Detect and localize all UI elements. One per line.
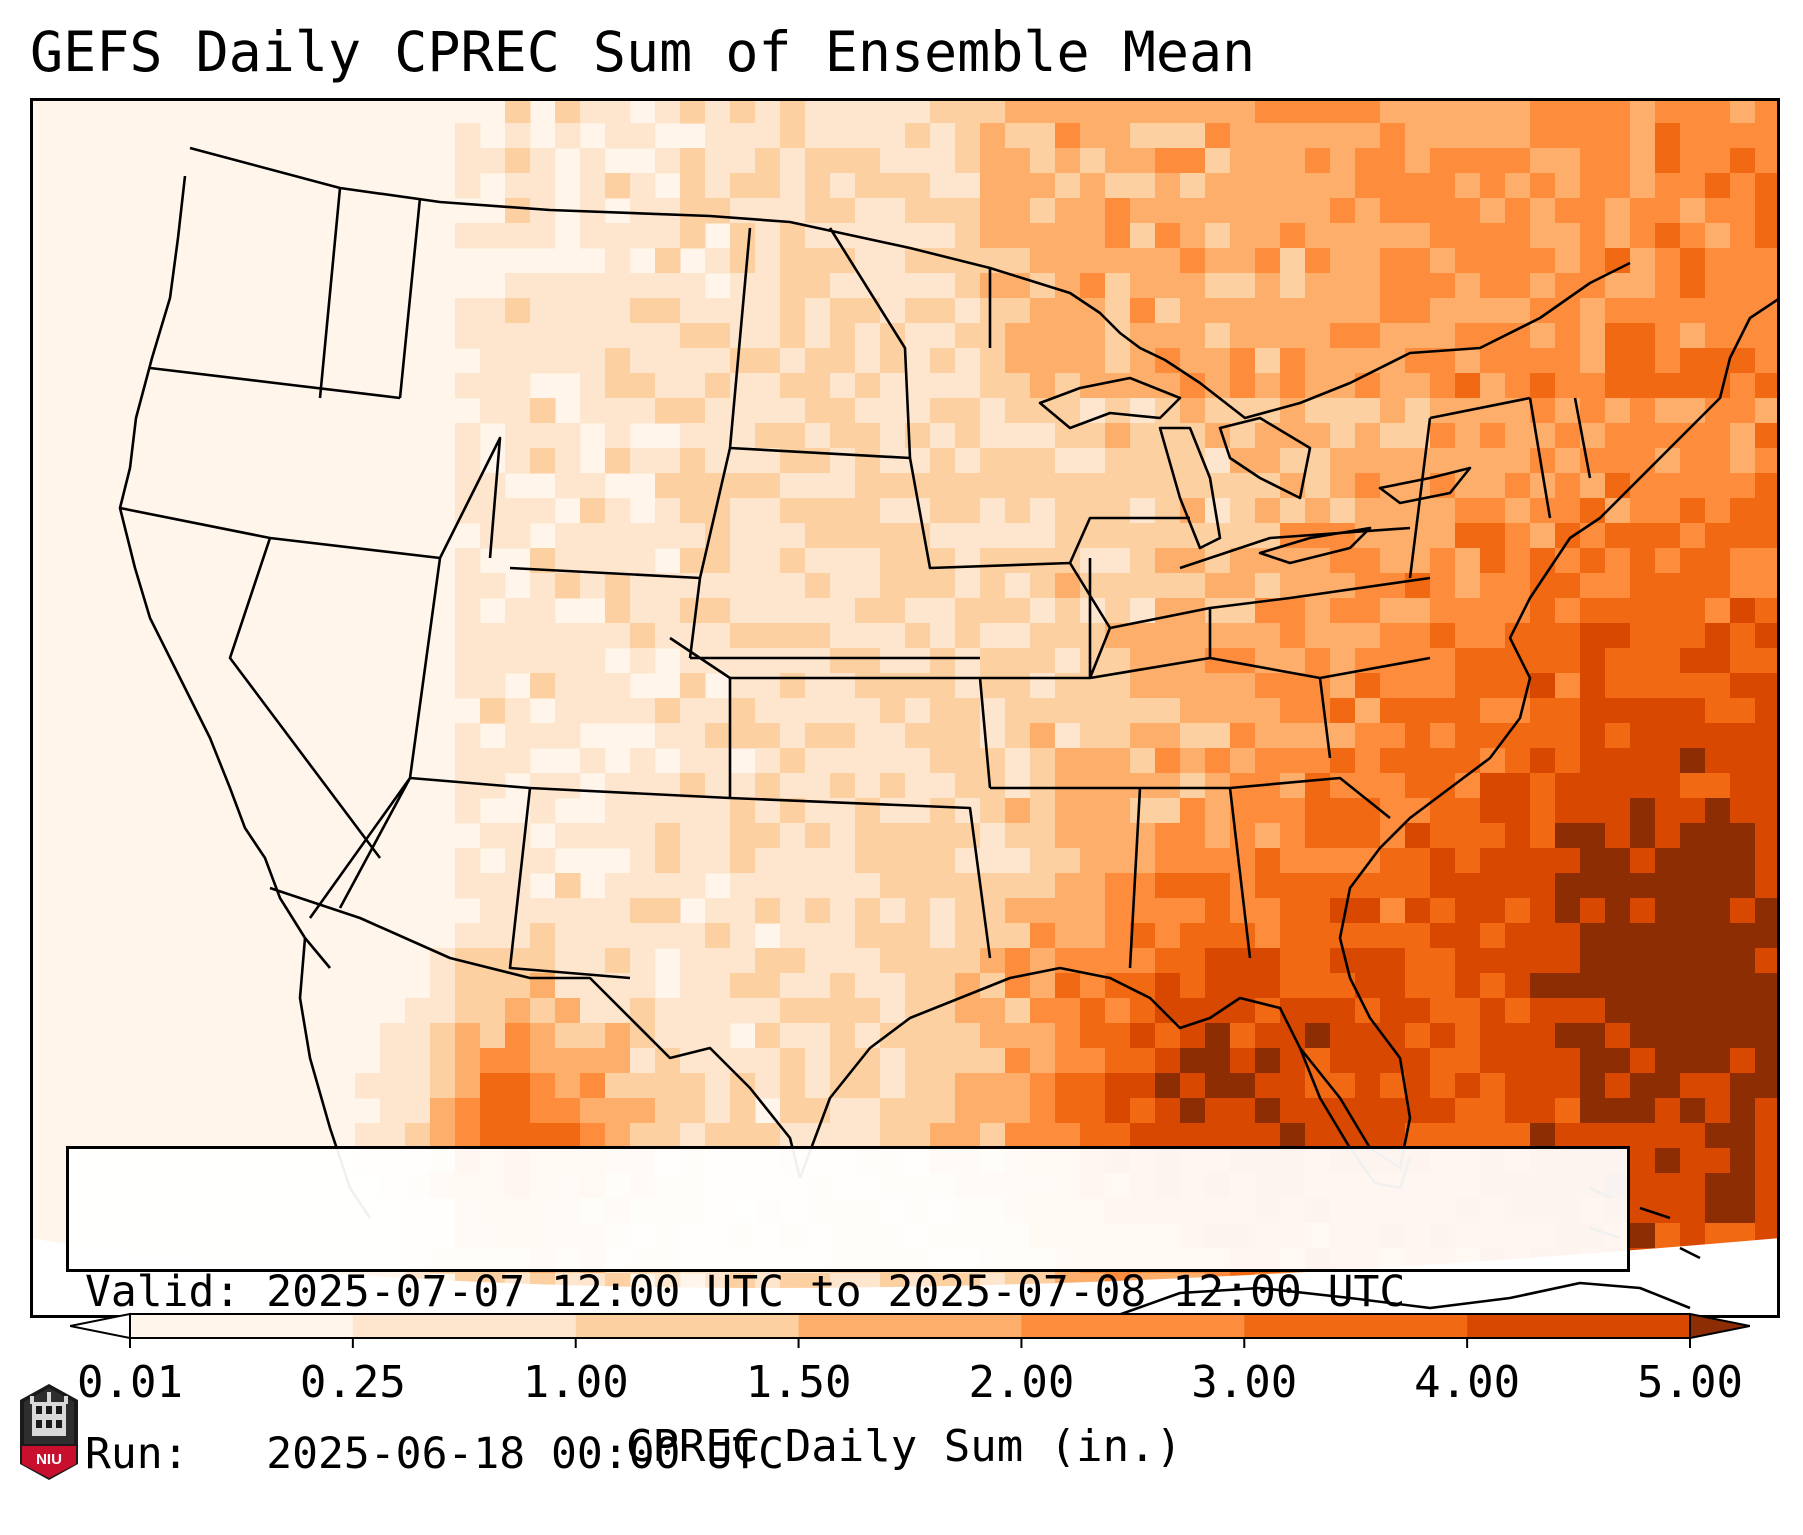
colorbar-segment [130,1314,354,1338]
colorbar-segment [1467,1314,1691,1338]
colorbar-tick-label: 3.00 [1191,1357,1298,1408]
colorbar [70,1312,1750,1348]
run-label: Run: [85,1429,189,1479]
colorbar-label: CPREC Daily Sum (in.) [625,1421,1183,1472]
run-value: 2025-06-18 00:00 UTC [266,1429,784,1479]
map-borders [118,146,1780,1318]
east-coastline [1338,296,1780,979]
west-coastline [118,175,331,969]
colorbar-tick-label: 0.01 [77,1357,183,1408]
colorbar-under-triangle [70,1312,131,1340]
niu-logo: NIU [20,1384,78,1480]
valid-run-info-box: Valid: 2025-07-07 12:00 UTC to 2025-07-0… [66,1146,1630,1479]
map-title: GEFS Daily CPREC Sum of Ensemble Mean [30,20,1256,84]
colorbar-tick-label: 1.00 [522,1357,629,1408]
valid-row: Valid: 2025-07-07 12:00 UTC to 2025-07-0… [85,1265,1611,1319]
colorbar-segment [575,1314,800,1338]
colorbar-segment [1244,1314,1468,1338]
colorbar-over-triangle [1689,1312,1750,1340]
colorbar-tick-label: 4.00 [1414,1357,1521,1408]
colorbar-segment [1021,1314,1245,1338]
logo-text: NIU [36,1451,62,1468]
colorbar-tick-label: 2.00 [968,1357,1075,1408]
cuba-coast [1109,1281,1691,1318]
us-canada-border [189,146,1631,420]
colorbar-tick-label: 1.50 [745,1357,852,1408]
great-lakes [1038,376,1472,565]
colorbar-segment [352,1314,577,1338]
valid-label: Valid: [85,1267,241,1317]
colorbar-segment [798,1314,1022,1338]
gulf-coastline [798,966,1412,1179]
run-row: Run: 2025-06-18 00:00 UTC [85,1427,1611,1481]
colorbar-tick-label: 0.25 [299,1357,406,1408]
precipitation-map [30,98,1780,1318]
colorbar-outline [129,1313,1691,1339]
us-mexico-border [269,886,802,1179]
valid-value: 2025-07-07 12:00 UTC to 2025-07-08 12:00… [266,1267,1406,1317]
colorbar-tick-label: 5.00 [1637,1357,1743,1408]
